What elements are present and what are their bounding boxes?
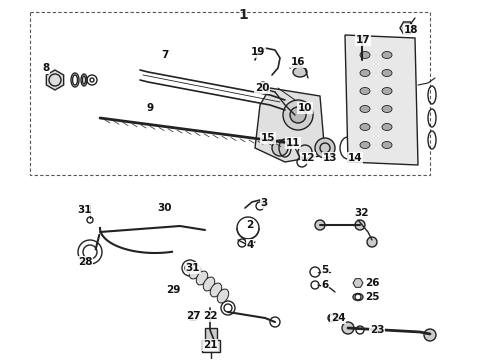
Ellipse shape — [196, 271, 208, 285]
Text: 13: 13 — [323, 153, 337, 163]
Polygon shape — [400, 22, 414, 34]
Text: 22: 22 — [203, 311, 217, 321]
Polygon shape — [47, 70, 64, 90]
Text: 10: 10 — [298, 103, 312, 113]
Text: 18: 18 — [404, 25, 418, 35]
Text: 32: 32 — [355, 208, 369, 218]
Ellipse shape — [360, 123, 370, 130]
Text: 26: 26 — [365, 278, 379, 288]
Ellipse shape — [217, 289, 229, 303]
Text: 4: 4 — [246, 240, 254, 250]
Ellipse shape — [360, 69, 370, 77]
Bar — [30, 12, 430, 175]
Text: 25: 25 — [365, 292, 379, 302]
Text: 20: 20 — [255, 83, 269, 93]
Text: 14: 14 — [348, 153, 362, 163]
Circle shape — [290, 107, 306, 123]
Polygon shape — [255, 88, 325, 162]
Text: 19: 19 — [251, 47, 265, 57]
Text: 6: 6 — [321, 280, 329, 290]
Text: 9: 9 — [147, 103, 153, 113]
Circle shape — [424, 329, 436, 341]
Text: 16: 16 — [291, 57, 305, 67]
Text: 12: 12 — [301, 153, 315, 163]
Ellipse shape — [360, 87, 370, 94]
Text: 3: 3 — [260, 198, 268, 208]
Text: 24: 24 — [331, 313, 345, 323]
Bar — [205, 328, 217, 344]
Text: 7: 7 — [161, 50, 169, 60]
Polygon shape — [353, 279, 363, 287]
Text: 31: 31 — [186, 263, 200, 273]
Ellipse shape — [189, 265, 201, 279]
Text: 15: 15 — [261, 133, 275, 143]
Bar — [202, 340, 220, 352]
Text: 27: 27 — [186, 311, 200, 321]
Circle shape — [272, 140, 288, 156]
Ellipse shape — [382, 105, 392, 112]
Circle shape — [315, 138, 335, 158]
Polygon shape — [188, 312, 198, 320]
Circle shape — [367, 237, 377, 247]
Ellipse shape — [203, 277, 215, 291]
Circle shape — [342, 322, 354, 334]
Ellipse shape — [382, 69, 392, 77]
Circle shape — [283, 100, 313, 130]
Text: 5: 5 — [321, 265, 329, 275]
Ellipse shape — [360, 105, 370, 112]
Ellipse shape — [360, 51, 370, 58]
Text: 30: 30 — [158, 203, 172, 213]
Text: 21: 21 — [203, 340, 217, 350]
Text: 29: 29 — [166, 285, 180, 295]
Text: 1: 1 — [238, 8, 248, 22]
Circle shape — [315, 220, 325, 230]
Text: 31: 31 — [78, 205, 92, 215]
Text: 11: 11 — [286, 138, 300, 148]
Text: 23: 23 — [370, 325, 384, 335]
Ellipse shape — [382, 123, 392, 130]
Polygon shape — [345, 35, 418, 165]
Ellipse shape — [382, 141, 392, 148]
Text: 28: 28 — [78, 257, 92, 267]
Ellipse shape — [360, 141, 370, 148]
Ellipse shape — [382, 51, 392, 58]
Text: 17: 17 — [356, 35, 370, 45]
Text: 8: 8 — [42, 63, 49, 73]
Ellipse shape — [293, 67, 307, 77]
Ellipse shape — [382, 87, 392, 94]
Circle shape — [355, 220, 365, 230]
Ellipse shape — [210, 283, 222, 297]
Text: 2: 2 — [246, 220, 254, 230]
